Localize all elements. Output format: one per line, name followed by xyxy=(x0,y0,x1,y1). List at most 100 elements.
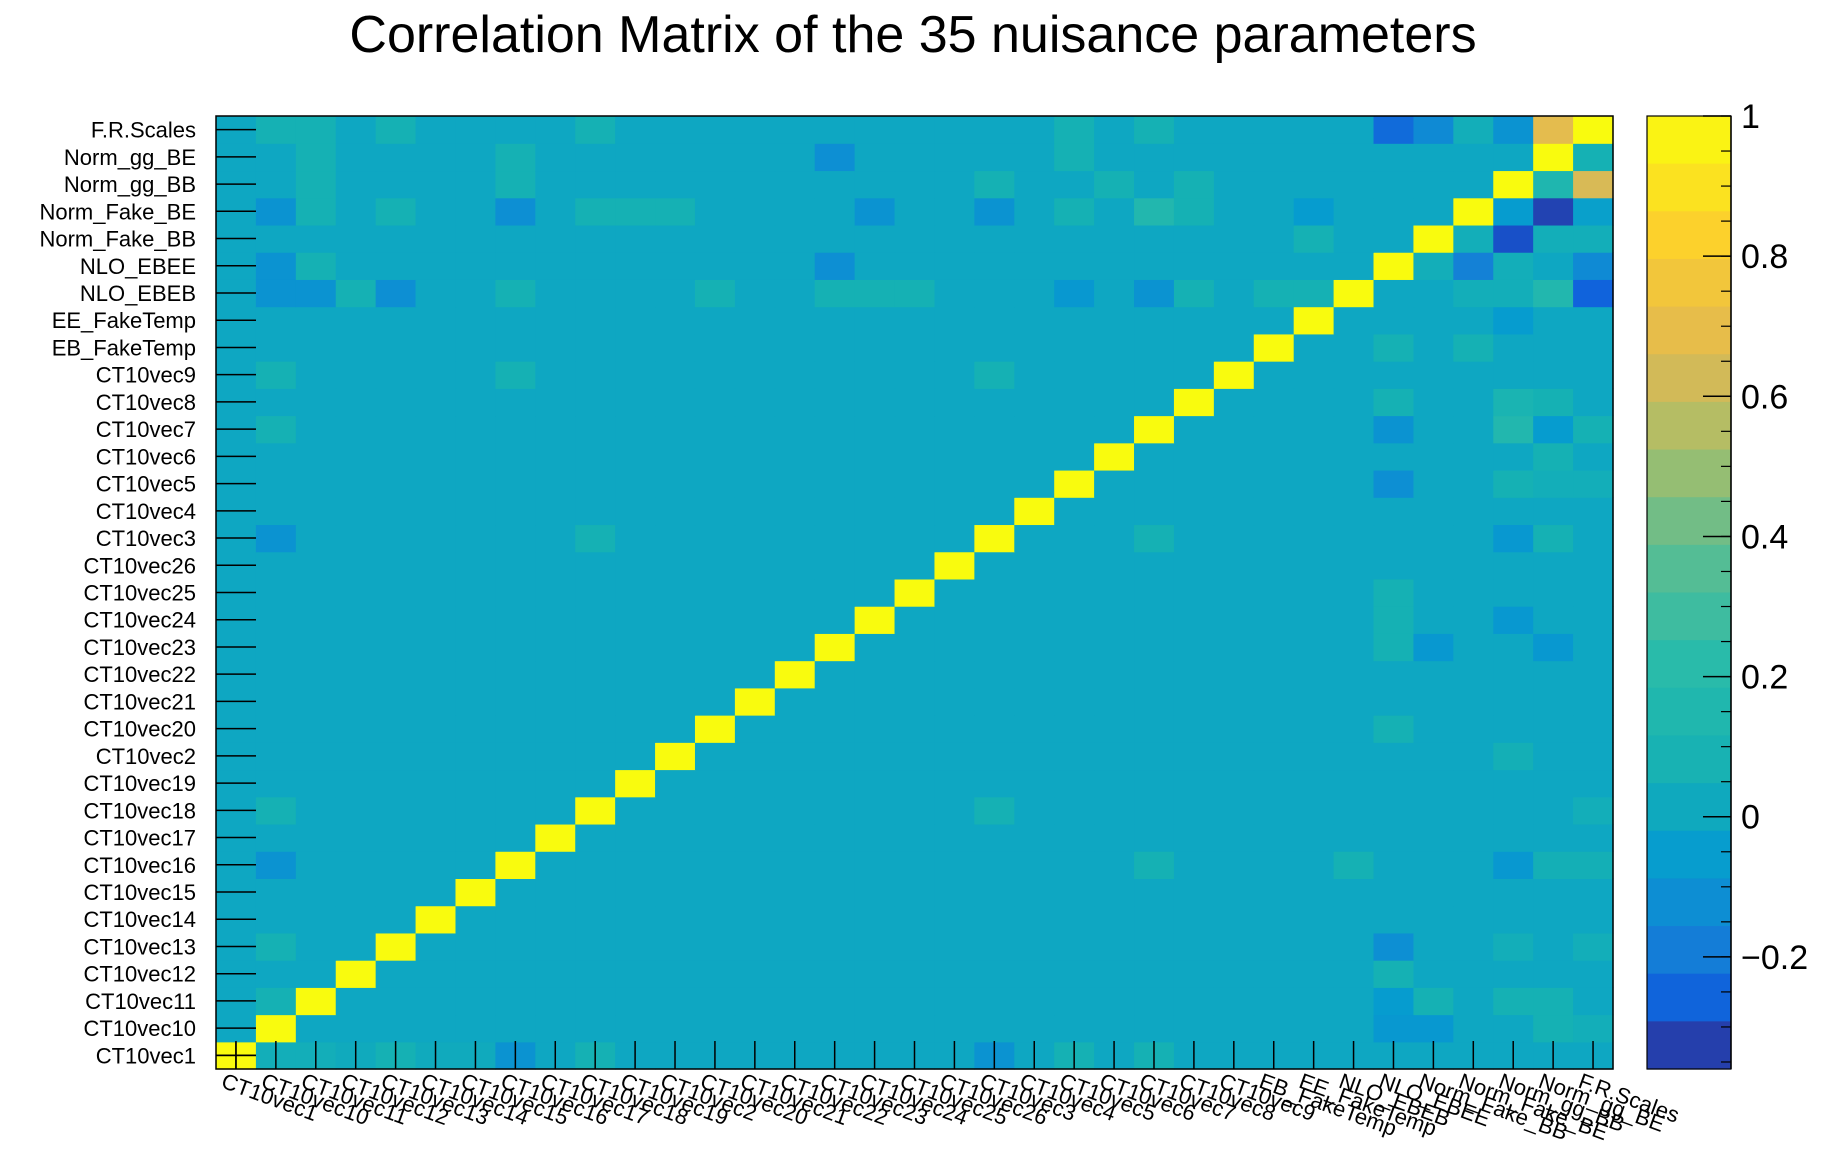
heatmap-cell xyxy=(575,796,616,825)
heatmap-cell xyxy=(1054,361,1095,389)
heatmap-cell xyxy=(1333,687,1375,716)
heatmap-cell xyxy=(974,987,1015,1016)
heatmap-cell xyxy=(1533,143,1574,172)
heatmap-cell xyxy=(655,660,696,689)
heatmap-cell xyxy=(774,279,816,308)
heatmap-cell xyxy=(694,960,736,988)
heatmap-cell xyxy=(1054,715,1095,743)
heatmap-cell xyxy=(1094,905,1135,934)
heatmap-cell xyxy=(934,606,975,634)
heatmap-cell xyxy=(974,796,1015,825)
heatmap-cell xyxy=(615,116,656,144)
heatmap-cell xyxy=(934,224,975,253)
heatmap-cell xyxy=(1014,742,1055,771)
heatmap-cell xyxy=(455,551,496,580)
heatmap-cell xyxy=(1253,224,1295,253)
heatmap-cell xyxy=(255,497,297,526)
heatmap-cell xyxy=(255,769,297,798)
heatmap-cell xyxy=(1373,442,1415,471)
heatmap-cell xyxy=(1533,687,1574,716)
heatmap-cell xyxy=(1573,415,1614,444)
heatmap-cell xyxy=(535,606,576,634)
y-tick-label: CT10vec3 xyxy=(96,526,196,551)
heatmap-cell xyxy=(455,987,496,1016)
heatmap-cell xyxy=(1173,796,1215,825)
heatmap-cell xyxy=(615,578,656,607)
heatmap-cell xyxy=(1134,116,1175,144)
heatmap-cell xyxy=(1453,116,1494,144)
heatmap-cell xyxy=(1173,469,1215,498)
heatmap-cell xyxy=(615,905,656,934)
heatmap-cell xyxy=(1573,361,1614,389)
heatmap-cell xyxy=(1134,524,1175,553)
heatmap-cell xyxy=(854,878,896,907)
heatmap-cell xyxy=(1094,497,1135,526)
heatmap-cell xyxy=(734,224,776,253)
heatmap-cell xyxy=(455,442,496,471)
heatmap-cell xyxy=(1333,361,1375,389)
heatmap-cell xyxy=(1054,415,1095,444)
heatmap-cell xyxy=(295,333,337,362)
heatmap-cell xyxy=(375,715,417,743)
heatmap-cell xyxy=(535,524,576,553)
heatmap-cell xyxy=(1253,415,1295,444)
heatmap-cell xyxy=(1413,388,1454,417)
heatmap-cell xyxy=(1413,279,1454,308)
heatmap-cell xyxy=(1373,469,1415,498)
heatmap-cell xyxy=(1373,224,1415,253)
heatmap-cell xyxy=(734,606,776,634)
heatmap-cell xyxy=(1533,660,1574,689)
heatmap-cell xyxy=(1173,905,1215,934)
heatmap-cell xyxy=(335,796,377,825)
heatmap-cell xyxy=(655,987,696,1016)
heatmap-cell xyxy=(415,333,457,362)
heatmap-cell xyxy=(734,796,776,825)
heatmap-cell xyxy=(655,306,696,335)
heatmap-cell xyxy=(415,633,457,662)
heatmap-cell xyxy=(1413,878,1454,907)
y-tick-label: Norm_Fake_BE xyxy=(39,199,196,224)
heatmap-cell xyxy=(974,851,1015,879)
heatmap-cell xyxy=(415,361,457,389)
heatmap-cell xyxy=(1134,306,1175,335)
heatmap-cell xyxy=(655,633,696,662)
heatmap-cell xyxy=(774,524,816,553)
heatmap-cell xyxy=(1054,252,1095,280)
heatmap-cell xyxy=(1373,932,1415,961)
heatmap-cell xyxy=(1373,388,1415,417)
heatmap-cell xyxy=(854,361,896,389)
heatmap-cell xyxy=(1173,442,1215,471)
heatmap-cell xyxy=(1493,524,1534,553)
heatmap-cell xyxy=(1293,388,1335,417)
y-tick-label: CT10vec23 xyxy=(83,635,196,660)
heatmap-cell xyxy=(1373,660,1415,689)
heatmap-cell xyxy=(814,960,856,988)
heatmap-cell xyxy=(255,170,297,199)
heatmap-cell xyxy=(1573,524,1614,553)
heatmap-cell xyxy=(255,633,297,662)
heatmap-cell xyxy=(415,224,457,253)
heatmap-cell xyxy=(1054,796,1095,825)
heatmap-cell xyxy=(1453,606,1494,634)
heatmap-cell xyxy=(1014,578,1055,607)
heatmap-cell xyxy=(774,687,816,716)
heatmap-cell xyxy=(655,715,696,743)
heatmap-cell xyxy=(1533,252,1574,280)
heatmap-cell xyxy=(335,1014,377,1043)
heatmap-cell xyxy=(495,279,536,308)
heatmap-cell xyxy=(455,170,496,199)
heatmap-cell xyxy=(335,143,377,172)
heatmap-cell xyxy=(1054,878,1095,907)
heatmap-cell xyxy=(375,497,417,526)
heatmap-cell xyxy=(974,197,1015,226)
heatmap-cell xyxy=(734,578,776,607)
heatmap-cell xyxy=(1173,415,1215,444)
heatmap-cell xyxy=(774,796,816,825)
heatmap-cell xyxy=(1253,469,1295,498)
heatmap-cell xyxy=(734,932,776,961)
heatmap-cell xyxy=(495,742,536,771)
heatmap-cell xyxy=(255,279,297,308)
heatmap-cell xyxy=(774,987,816,1016)
heatmap-cell xyxy=(814,252,856,280)
heatmap-cell xyxy=(255,388,297,417)
